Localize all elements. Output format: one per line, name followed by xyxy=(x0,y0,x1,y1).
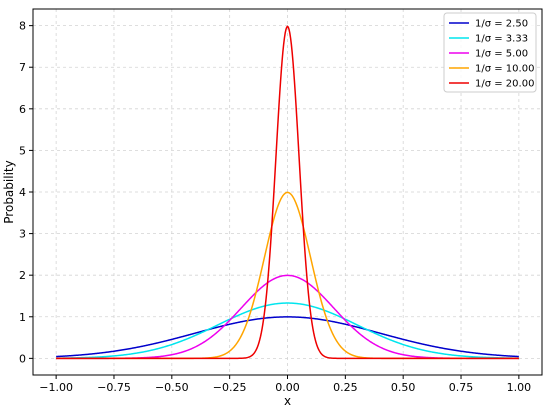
y-tick-label: 0 xyxy=(19,352,26,365)
x-tick-label: 0.50 xyxy=(391,381,416,394)
y-tick-label: 6 xyxy=(19,103,26,116)
y-tick-label: 4 xyxy=(19,186,26,199)
legend-entry: 1/σ = 3.33 xyxy=(475,34,528,45)
series-line xyxy=(56,316,519,358)
x-tick-label: −0.25 xyxy=(213,381,247,394)
y-tick-label: 7 xyxy=(19,61,26,74)
x-tick-label: 1.00 xyxy=(507,381,532,394)
x-tick-label: −0.50 xyxy=(155,381,189,394)
y-tick-label: 5 xyxy=(19,144,26,157)
legend-entry: 1/σ = 5.00 xyxy=(475,49,528,60)
x-tick-label: −1.00 xyxy=(39,381,73,394)
x-axis-label: x xyxy=(284,394,291,407)
legend-entry: 1/σ = 10.00 xyxy=(475,64,534,75)
legend-entry: 1/σ = 2.50 xyxy=(475,19,528,30)
series-line xyxy=(56,25,519,360)
legend-entry: 1/σ = 20.00 xyxy=(475,79,534,90)
y-axis-ticks: 0 1 2 3 4 5 6 7 8 xyxy=(19,20,33,365)
x-axis-ticks: −1.00 −0.75 −0.50 −0.25 0.00 0.25 0.50 0.75 1.00 xyxy=(39,375,531,394)
x-tick-label: 0.75 xyxy=(449,381,474,394)
series-line xyxy=(56,302,519,359)
y-tick-label: 1 xyxy=(19,311,26,324)
x-tick-label: 0.00 xyxy=(275,381,300,394)
y-tick-label: 8 xyxy=(19,20,26,33)
y-tick-label: 3 xyxy=(19,228,26,241)
y-tick-label: 2 xyxy=(19,269,26,282)
x-tick-label: 0.25 xyxy=(333,381,358,394)
x-tick-label: −0.75 xyxy=(97,381,131,394)
legend: 1/σ = 2.50 1/σ = 3.33 1/σ = 5.00 1/σ = 10.0… xyxy=(443,12,537,93)
y-axis-label: Probability xyxy=(2,160,16,223)
legend-box xyxy=(443,12,537,93)
series-lines xyxy=(56,25,519,360)
